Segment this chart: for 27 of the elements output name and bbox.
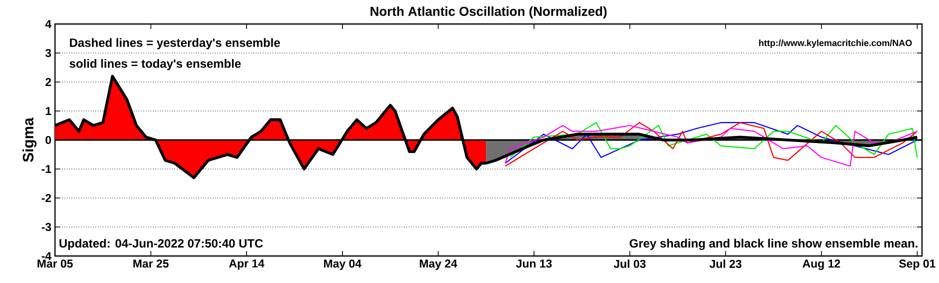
chart-title: North Atlantic Oscillation (Normalized)	[370, 6, 607, 19]
y-tick-label: 2	[46, 78, 52, 86]
x-tick-label: Jul 23	[710, 260, 742, 268]
y-tick-label: -2	[42, 194, 52, 202]
x-tick-label: May 24	[420, 260, 458, 270]
y-tick-label: -1	[42, 165, 52, 173]
y-tick-label: -4	[42, 252, 52, 260]
x-tick-label: Apr 14	[229, 260, 264, 270]
y-tick-label: -3	[42, 222, 52, 232]
y-axis-title: Sigma	[22, 117, 36, 162]
y-tick-label: 4	[45, 20, 52, 28]
y-tick-label: 3	[45, 48, 52, 58]
annotation: Dashed lines = yesterday's ensemble	[70, 38, 280, 50]
x-tick-label: Jul 03	[614, 260, 646, 268]
y-tick-label: 0	[46, 136, 52, 144]
y-tick-label: 1	[46, 107, 52, 115]
annotation: solid lines = today's ensemble	[70, 59, 241, 70]
x-tick-label: May 04	[324, 260, 362, 270]
line-series	[510, 122, 918, 158]
annotation: http://www.kylemacritchie.com/NAO	[759, 40, 912, 48]
x-tick-label: Sep 01	[899, 260, 936, 270]
x-tick-label: Mar 25	[133, 260, 169, 268]
x-tick-label: Jun 13	[516, 260, 552, 268]
annotation: Grey shading and black line show ensemble mean.	[630, 238, 918, 250]
x-tick-label: Mar 05	[38, 260, 73, 268]
annotation: Updated: 04-Jun-2022 07:50:40 UTC	[60, 238, 263, 250]
x-tick-label: Aug 12	[802, 260, 840, 270]
